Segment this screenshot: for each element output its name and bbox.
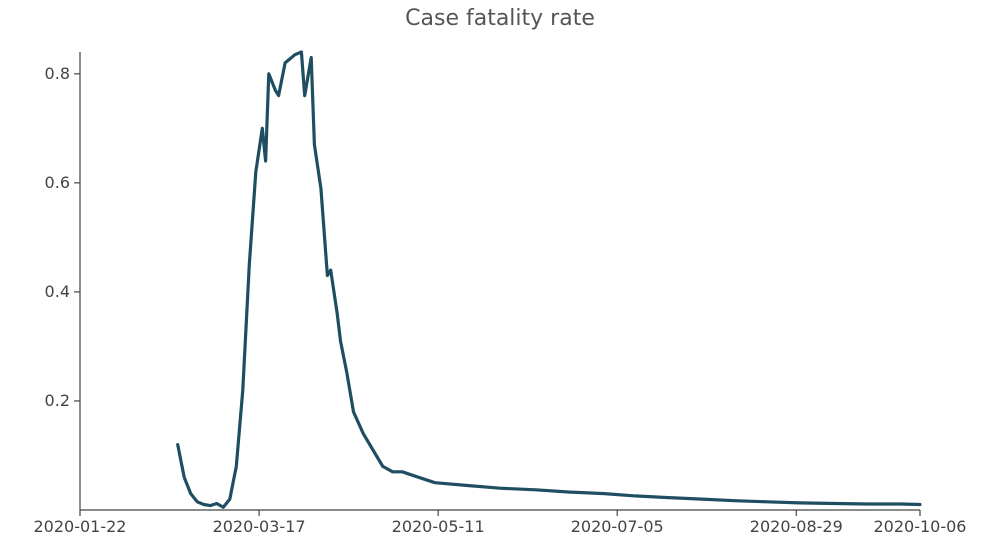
- x-tick-label: 2020-01-22: [34, 517, 127, 536]
- chart-title: Case fatality rate: [405, 6, 595, 31]
- x-tick-label: 2020-10-06: [874, 517, 967, 536]
- x-tick-label: 2020-07-05: [571, 517, 664, 536]
- y-tick-label: 0.8: [45, 64, 70, 83]
- y-tick-label: 0.6: [45, 173, 70, 192]
- x-tick-label: 2020-05-11: [392, 517, 485, 536]
- series-line-cfr: [176, 50, 922, 509]
- y-tick-label: 0.2: [45, 391, 70, 410]
- x-tick-label: 2020-08-29: [750, 517, 843, 536]
- x-tick-label: 2020-03-17: [213, 517, 306, 536]
- y-tick-label: 0.4: [45, 282, 70, 301]
- y-axis-ticks: 0.2 0.4 0.6 0.8: [45, 64, 80, 410]
- x-axis-ticks: 2020-01-22 2020-03-17 2020-05-11 2020-07-05…: [34, 510, 967, 536]
